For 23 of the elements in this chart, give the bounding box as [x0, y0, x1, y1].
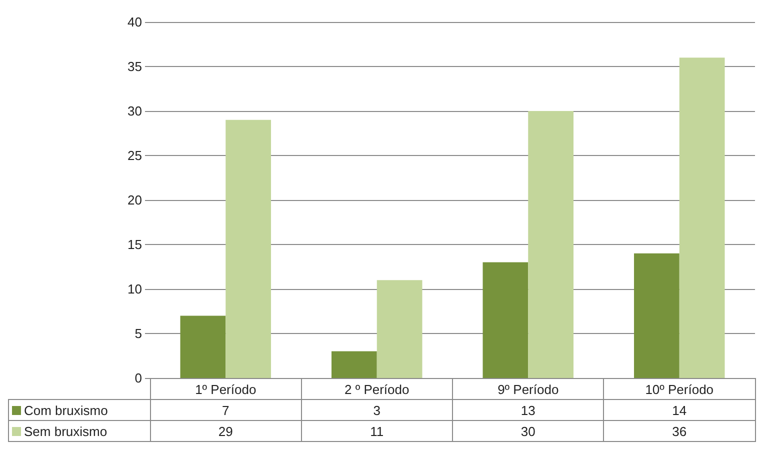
y-tick-label: 30 — [128, 104, 142, 118]
x-tick-label: 1º Período — [150, 378, 302, 400]
y-tick-label: 40 — [128, 14, 142, 30]
y-tick-label: 10 — [128, 282, 142, 296]
y-tick-label: 15 — [128, 237, 142, 252]
data-label: 36 — [604, 420, 755, 442]
y-tick-label: 20 — [128, 192, 142, 208]
x-tick-label: 9º Período — [452, 378, 604, 400]
data-label: 11 — [301, 420, 452, 442]
data-label: 30 — [452, 420, 604, 442]
data-label: 3 — [301, 400, 452, 420]
legend-label: Com bruxismo — [8, 400, 150, 420]
x-tick-label: 10º Período — [604, 378, 755, 400]
data-label: 13 — [452, 400, 604, 420]
y-tick-label: 5 — [134, 326, 142, 341]
y-tick-label: 35 — [128, 59, 142, 74]
y-tick-label: 25 — [128, 148, 142, 163]
y-tick-label: 0 — [134, 370, 142, 386]
data-label: 29 — [150, 420, 302, 442]
data-label: 14 — [604, 400, 755, 420]
legend-label: Sem bruxismo — [8, 420, 150, 442]
x-tick-label: 2 º Período — [301, 378, 452, 400]
data-label: 7 — [150, 400, 302, 420]
